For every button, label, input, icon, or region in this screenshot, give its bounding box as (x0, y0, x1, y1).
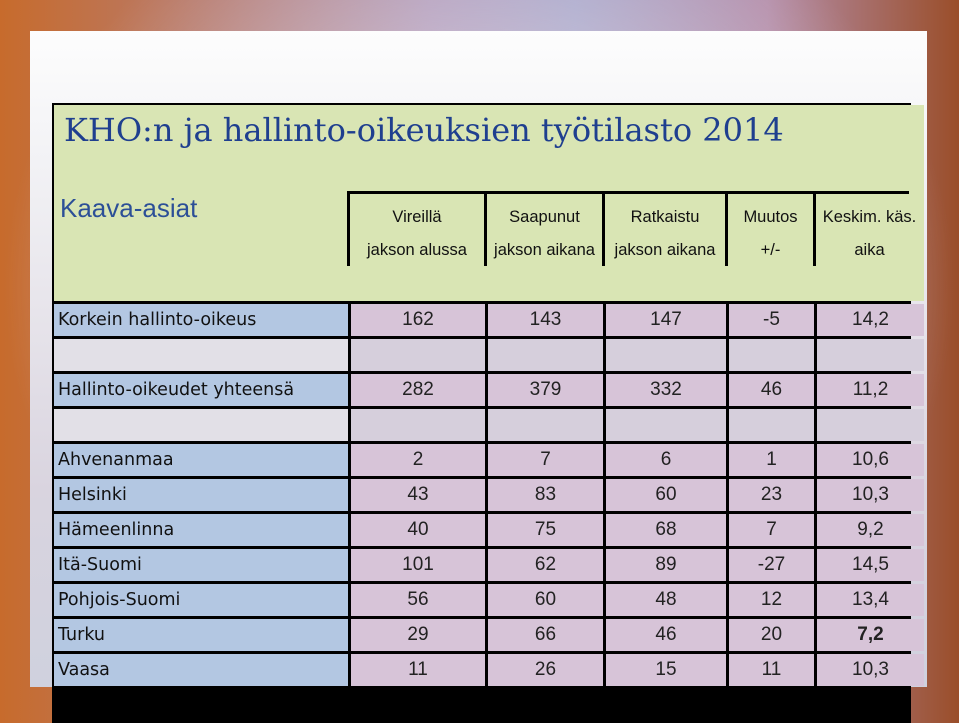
table-cell: 7 (488, 444, 603, 476)
table-cell: 9,2 (817, 514, 924, 546)
table-cell: 10,6 (817, 444, 924, 476)
table-cell: 46 (729, 374, 814, 406)
column-header-line2: +/- (760, 241, 781, 259)
table-cell: 43 (351, 479, 485, 511)
table-cell: 75 (488, 514, 603, 546)
table-cell: 20 (729, 619, 814, 651)
table-cell: 162 (351, 304, 485, 336)
row-label: Ahvenanmaa (54, 444, 348, 476)
row-label: Korkein hallinto-oikeus (54, 304, 348, 336)
header-divider (347, 193, 350, 266)
column-header-line1: Vireillä (392, 208, 442, 226)
empty-cell (488, 339, 603, 371)
table-cell: 11 (351, 654, 485, 686)
empty-cell (817, 409, 924, 441)
empty-cell (54, 409, 348, 441)
empty-cell (351, 409, 485, 441)
header-divider (813, 193, 816, 266)
empty-cell (606, 409, 726, 441)
table-cell: -5 (729, 304, 814, 336)
empty-cell (54, 339, 348, 371)
table-cell: 6 (606, 444, 726, 476)
column-header-line1: Ratkaistu (630, 208, 700, 226)
row-label: Hallinto-oikeudet yhteensä (54, 374, 348, 406)
table-cell: 56 (351, 584, 485, 616)
section-title: Kaava-asiat (60, 193, 198, 223)
empty-cell (729, 339, 814, 371)
empty-cell (817, 339, 924, 371)
table-cell: 282 (351, 374, 485, 406)
column-header-line1: Saapunut (509, 208, 580, 226)
row-label: Pohjois-Suomi (54, 584, 348, 616)
table-cell: 14,5 (817, 549, 924, 581)
column-header-line1: Keskim. käs. (822, 208, 917, 226)
table-cell: 1 (729, 444, 814, 476)
table-cell: 2 (351, 444, 485, 476)
row-label: Hämeenlinna (54, 514, 348, 546)
table-cell: 26 (488, 654, 603, 686)
header-divider (725, 193, 728, 266)
column-header-line2: jakson aikana (494, 241, 595, 259)
table-cell: -27 (729, 549, 814, 581)
table-cell: 48 (606, 584, 726, 616)
table-cell: 29 (351, 619, 485, 651)
table-cell: 332 (606, 374, 726, 406)
table-cell: 15 (606, 654, 726, 686)
table-cell: 11,2 (817, 374, 924, 406)
table-cell: 83 (488, 479, 603, 511)
table-cell: 13,4 (817, 584, 924, 616)
table-cell: 40 (351, 514, 485, 546)
table-cell: 143 (488, 304, 603, 336)
header-divider (484, 193, 487, 266)
row-label: Helsinki (54, 479, 348, 511)
column-header-line2: jakson alussa (367, 241, 467, 259)
table-cell: 23 (729, 479, 814, 511)
row-label: Itä-Suomi (54, 549, 348, 581)
empty-cell (729, 409, 814, 441)
table-cell: 12 (729, 584, 814, 616)
column-header-line1: Muutos (743, 208, 798, 226)
table-cell: 60 (606, 479, 726, 511)
table-cell: 60 (488, 584, 603, 616)
table-cell: 46 (606, 619, 726, 651)
table-cell: 10,3 (817, 654, 924, 686)
empty-cell (606, 339, 726, 371)
column-header-line2: aika (854, 241, 885, 259)
table-cell: 10,3 (817, 479, 924, 511)
table-cell: 66 (488, 619, 603, 651)
table-cell: 68 (606, 514, 726, 546)
header-divider (347, 191, 909, 194)
table-cell: 7,2 (817, 619, 924, 651)
table-cell: 147 (606, 304, 726, 336)
statistics-table: KHO:n ja hallinto-oikeuksien työtilasto … (52, 103, 924, 723)
column-header-line2: jakson aikana (614, 241, 716, 259)
table-cell: 11 (729, 654, 814, 686)
row-label: Vaasa (54, 654, 348, 686)
header-divider (602, 193, 605, 266)
table-cell: 89 (606, 549, 726, 581)
table-cell: 62 (488, 549, 603, 581)
table-cell: 14,2 (817, 304, 924, 336)
page-title: KHO:n ja hallinto-oikeuksien työtilasto … (64, 111, 784, 149)
table-cell: 7 (729, 514, 814, 546)
row-label: Turku (54, 619, 348, 651)
empty-cell (488, 409, 603, 441)
table-cell: 101 (351, 549, 485, 581)
table-cell: 379 (488, 374, 603, 406)
empty-cell (351, 339, 485, 371)
table-header: KHO:n ja hallinto-oikeuksien työtilasto … (54, 105, 924, 301)
